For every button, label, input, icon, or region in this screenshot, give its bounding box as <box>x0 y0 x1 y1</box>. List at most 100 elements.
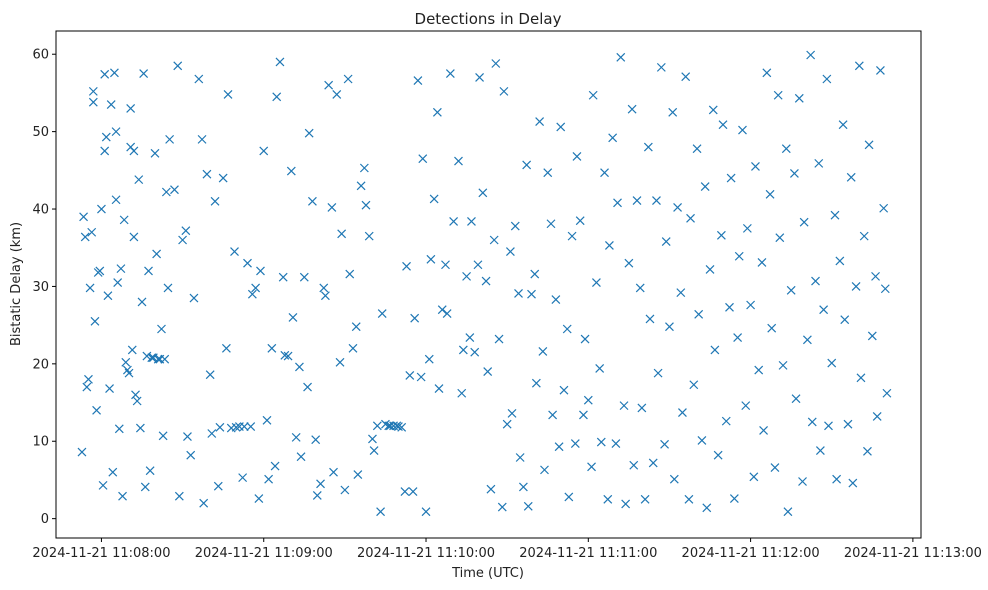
data-point-281 <box>773 90 783 100</box>
data-point-52 <box>153 354 163 364</box>
data-points <box>77 50 892 517</box>
data-point-31 <box>122 365 132 375</box>
data-point-79 <box>223 90 233 99</box>
data-point-51 <box>152 249 162 259</box>
data-point-271 <box>746 300 756 310</box>
data-point-130 <box>361 200 371 210</box>
data-point-160 <box>442 309 452 318</box>
data-point-153 <box>424 354 434 364</box>
data-point-111 <box>311 435 321 445</box>
data-point-149 <box>413 76 423 85</box>
x-tick-label-2: 2024-11-21 11:10:00 <box>357 546 495 561</box>
data-point-167 <box>465 333 475 342</box>
data-point-156 <box>432 107 442 117</box>
data-point-151 <box>418 154 428 164</box>
data-point-96 <box>270 461 280 471</box>
data-point-240 <box>661 237 671 246</box>
data-point-224 <box>619 401 629 411</box>
data-point-4 <box>84 374 93 384</box>
y-tick-label-3: 30 <box>32 280 49 295</box>
data-point-209 <box>579 410 588 420</box>
data-point-310 <box>851 282 861 291</box>
data-point-199 <box>551 295 561 305</box>
data-point-264 <box>726 173 736 183</box>
data-point-301 <box>827 358 837 368</box>
data-point-300 <box>824 421 833 431</box>
data-point-62 <box>174 491 184 501</box>
data-point-154 <box>426 254 436 264</box>
data-point-191 <box>530 269 540 279</box>
data-point-5 <box>85 283 95 293</box>
data-point-205 <box>567 231 577 241</box>
data-point-41 <box>135 423 145 433</box>
data-point-158 <box>437 305 447 315</box>
data-point-136 <box>377 309 387 318</box>
data-point-222 <box>613 198 622 208</box>
chart-title: Detections in Delay <box>415 10 562 28</box>
data-point-8 <box>88 97 98 107</box>
data-point-82 <box>231 422 241 432</box>
data-point-297 <box>815 446 825 455</box>
data-point-322 <box>882 388 892 398</box>
data-point-190 <box>527 289 536 299</box>
data-point-135 <box>376 507 386 517</box>
data-point-147 <box>408 487 418 496</box>
data-point-307 <box>843 419 853 429</box>
data-point-233 <box>643 142 653 152</box>
data-point-87 <box>246 422 256 431</box>
data-point-219 <box>604 240 614 250</box>
data-point-164 <box>457 388 467 398</box>
data-point-74 <box>210 196 220 206</box>
data-point-141 <box>392 421 402 431</box>
data-point-204 <box>564 492 574 502</box>
data-point-268 <box>738 125 747 135</box>
data-point-128 <box>356 181 366 191</box>
data-point-180 <box>499 86 509 96</box>
data-point-39 <box>132 396 142 406</box>
data-point-269 <box>741 401 751 411</box>
data-point-198 <box>548 410 558 420</box>
data-point-214 <box>591 278 601 287</box>
data-point-249 <box>686 213 695 223</box>
y-tick-label-6: 60 <box>32 48 49 63</box>
data-point-168 <box>467 216 476 226</box>
data-point-235 <box>648 458 658 468</box>
data-point-295 <box>811 276 820 286</box>
data-point-6 <box>87 227 97 237</box>
data-point-123 <box>343 74 353 84</box>
data-point-105 <box>295 362 304 372</box>
data-point-30 <box>121 357 131 367</box>
data-point-275 <box>757 258 767 267</box>
data-point-318 <box>872 412 882 421</box>
data-point-118 <box>329 467 338 477</box>
data-point-284 <box>781 144 791 154</box>
data-point-290 <box>798 477 807 486</box>
data-point-2 <box>80 232 90 242</box>
y-axis-ticks: 0 10 20 30 40 50 60 <box>32 48 56 527</box>
data-point-254 <box>700 182 710 192</box>
data-point-207 <box>572 151 582 161</box>
data-point-255 <box>702 503 712 513</box>
data-point-192 <box>531 378 541 388</box>
data-point-72 <box>205 370 215 380</box>
data-point-126 <box>351 322 361 332</box>
data-point-13 <box>97 204 106 214</box>
data-point-234 <box>645 314 655 324</box>
data-point-211 <box>583 395 593 405</box>
data-point-54 <box>157 324 166 334</box>
data-point-63 <box>178 235 188 245</box>
data-point-66 <box>186 450 196 460</box>
data-point-253 <box>697 436 707 445</box>
data-point-274 <box>754 365 764 375</box>
data-point-316 <box>867 331 877 341</box>
data-point-9 <box>90 316 100 326</box>
data-point-142 <box>394 422 403 431</box>
data-point-71 <box>202 169 212 179</box>
data-point-49 <box>148 353 158 363</box>
y-axis-label: Bistatic Delay (km) <box>9 222 24 346</box>
data-point-172 <box>478 188 488 198</box>
data-point-75 <box>213 481 223 491</box>
data-point-78 <box>221 343 231 353</box>
data-point-28 <box>118 491 127 501</box>
